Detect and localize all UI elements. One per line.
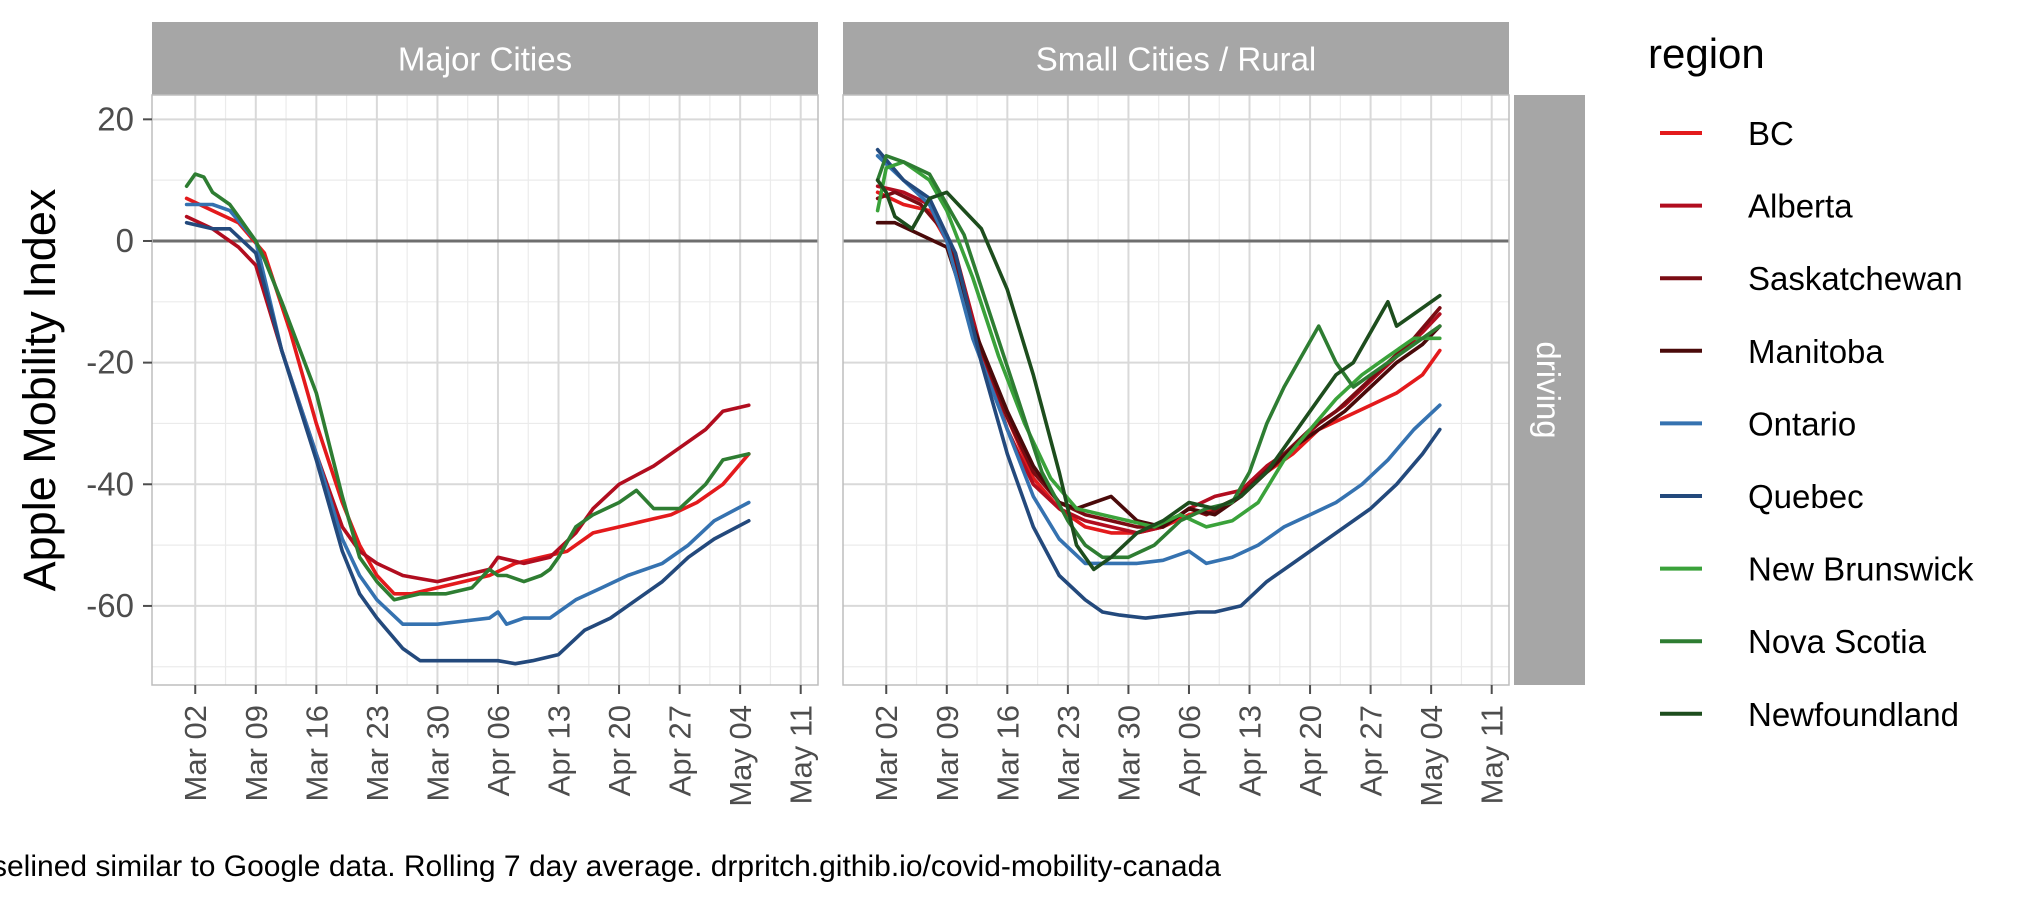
legend-label: Quebec — [1748, 478, 1864, 515]
facet-strip — [152, 22, 818, 95]
x-tick-label: Apr 20 — [1293, 705, 1328, 796]
legend-label: BC — [1748, 115, 1794, 152]
legend-title: region — [1648, 30, 1765, 77]
y-axis-title: Apple Mobility Index — [14, 188, 65, 591]
legend-item: Newfoundland — [1660, 696, 1959, 733]
x-tick-label: Apr 13 — [1233, 705, 1268, 796]
x-tick-label: Mar 16 — [299, 705, 334, 801]
legend-label: Newfoundland — [1748, 696, 1959, 733]
legend-item: Saskatchewan — [1660, 260, 1963, 297]
x-tick-label: Mar 02 — [869, 705, 904, 801]
x-tick-label: Apr 13 — [542, 705, 577, 796]
legend: region BC Alberta Saskatchewan Manitoba Onta… — [1648, 30, 1974, 733]
panels-layer: Major Cities Mar 02 Mar 09 Mar 16 Mar 23 Mar … — [86, 22, 1510, 807]
legend-item: Alberta — [1660, 188, 1853, 225]
series-line-newfoundland — [875, 178, 1442, 572]
y-tick-label: 20 — [97, 100, 134, 137]
x-tick-label: Mar 09 — [239, 705, 274, 801]
x-tick-label: Mar 23 — [1051, 705, 1086, 801]
facet-title: Major Cities — [398, 41, 572, 78]
legend-label: Ontario — [1748, 405, 1856, 442]
x-tick-label: Apr 20 — [602, 705, 637, 796]
x-tick-label: Apr 27 — [1354, 705, 1389, 796]
series-line-ontario — [875, 154, 1442, 566]
x-tick-label: Mar 30 — [1111, 705, 1146, 801]
x-tick-label: Apr 06 — [481, 705, 516, 796]
facet-title: Small Cities / Rural — [1036, 41, 1317, 78]
legend-item: Manitoba — [1660, 333, 1884, 370]
legend-label: Nova Scotia — [1748, 623, 1927, 660]
x-tick-label: May 04 — [723, 705, 758, 807]
legend-item: Quebec — [1660, 478, 1864, 515]
x-tick-label: May 11 — [784, 705, 819, 804]
x-tick-label: Mar 23 — [360, 705, 395, 801]
legend-item: BC — [1660, 115, 1794, 152]
x-tick-label: May 11 — [1475, 705, 1510, 804]
legend-items: BC Alberta Saskatchewan Manitoba Ontario Queb… — [1660, 115, 1974, 733]
legend-item: Nova Scotia — [1660, 623, 1927, 660]
legend-label: Manitoba — [1748, 333, 1884, 370]
panel-border — [842, 94, 1510, 686]
series-line-new-brunswick — [875, 160, 1442, 529]
facet-panel-2: Small Cities / Rural Mar 02 Mar 09 Mar 16 Ma… — [842, 22, 1510, 807]
x-tick-label: Mar 30 — [420, 705, 455, 801]
x-tick-label: Mar 09 — [930, 705, 965, 801]
facet-strip — [843, 22, 1509, 95]
caption: selined similar to Google data. Rolling … — [0, 850, 1221, 883]
y-tick-label: -60 — [86, 587, 134, 624]
y-tick-label: -40 — [86, 465, 134, 502]
legend-label: New Brunswick — [1748, 551, 1974, 588]
series-line-bc — [184, 196, 751, 596]
facet-row-label: driving — [1530, 341, 1567, 438]
x-tick-label: May 04 — [1414, 705, 1449, 807]
x-tick-label: Mar 16 — [990, 705, 1025, 801]
x-tick-label: Mar 02 — [178, 705, 213, 801]
series-line-quebec — [875, 147, 1442, 620]
series-line-nova-scotia — [184, 172, 751, 602]
y-tick-label: 0 — [116, 222, 134, 259]
series-line-quebec — [184, 220, 751, 666]
legend-item: New Brunswick — [1660, 551, 1974, 588]
facet-panel-1: Major Cities Mar 02 Mar 09 Mar 16 Mar 23 Mar … — [86, 22, 819, 807]
legend-label: Alberta — [1748, 188, 1853, 225]
legend-item: Ontario — [1660, 405, 1856, 442]
legend-label: Saskatchewan — [1748, 260, 1963, 297]
panel-border — [151, 94, 819, 686]
x-tick-label: Apr 06 — [1172, 705, 1207, 796]
y-tick-label: -20 — [86, 344, 134, 381]
facet-row-strip: driving — [1514, 95, 1585, 685]
series-line-nova-scotia — [875, 154, 1442, 560]
x-tick-label: Apr 27 — [663, 705, 698, 796]
